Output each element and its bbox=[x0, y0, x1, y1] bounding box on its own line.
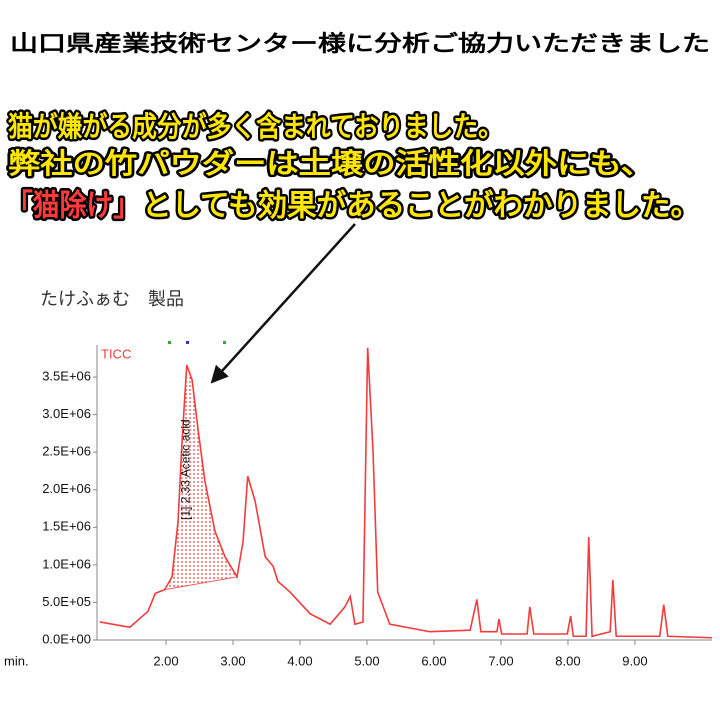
x-tick-label: 4.00 bbox=[287, 653, 312, 668]
page-title: 山口県産業技術センター様に分析ご協力いただきました bbox=[10, 31, 710, 57]
y-tick-label: 0.0E+00 bbox=[42, 631, 91, 646]
series-line bbox=[99, 347, 713, 639]
marker bbox=[223, 341, 226, 344]
headline: 猫が嫌がる成分が多く含まれておりました。 bbox=[8, 110, 503, 143]
x-tick-label: 5.00 bbox=[354, 653, 379, 668]
arrow bbox=[210, 223, 356, 384]
y-tick-label: 2.5E+06 bbox=[42, 444, 91, 459]
annotation: [1] 2.33 Acetic acid bbox=[178, 419, 192, 520]
x-tick-label: 3.00 bbox=[220, 653, 245, 668]
y-tick-label: 3.0E+06 bbox=[42, 406, 91, 421]
x-tick-label: 8.00 bbox=[555, 653, 580, 668]
headline: としても効果があることがわかりました。 bbox=[142, 189, 700, 224]
marker bbox=[168, 341, 171, 344]
headline: 弊社の竹パウダーは土壌の活性化以外にも、 bbox=[8, 147, 653, 180]
x-tick-label: 2.00 bbox=[153, 653, 178, 668]
chart-subtitle: たけふぁむ 製品 bbox=[40, 289, 184, 310]
y-tick-label: 1.0E+06 bbox=[42, 556, 91, 571]
legend-label: TICC bbox=[101, 346, 131, 361]
y-tick-label: 3.5E+06 bbox=[42, 368, 91, 383]
y-tick-label: 1.5E+06 bbox=[42, 519, 91, 534]
y-tick-label: 2.0E+06 bbox=[42, 481, 91, 496]
x-tick-label: 9.00 bbox=[622, 653, 647, 668]
x-tick-label: 6.00 bbox=[421, 653, 446, 668]
headline-highlight: 「猫除け」 bbox=[6, 189, 140, 224]
x-tick-label: 7.00 bbox=[488, 653, 513, 668]
marker bbox=[186, 341, 189, 344]
y-tick-label: 5.0E+05 bbox=[42, 594, 91, 609]
x-axis-label: min. bbox=[4, 653, 29, 668]
chart: たけふぁむ 製品 min. 0.0E+00 5.0E+05 1.0E+06 1.5E+… bbox=[4, 289, 713, 668]
